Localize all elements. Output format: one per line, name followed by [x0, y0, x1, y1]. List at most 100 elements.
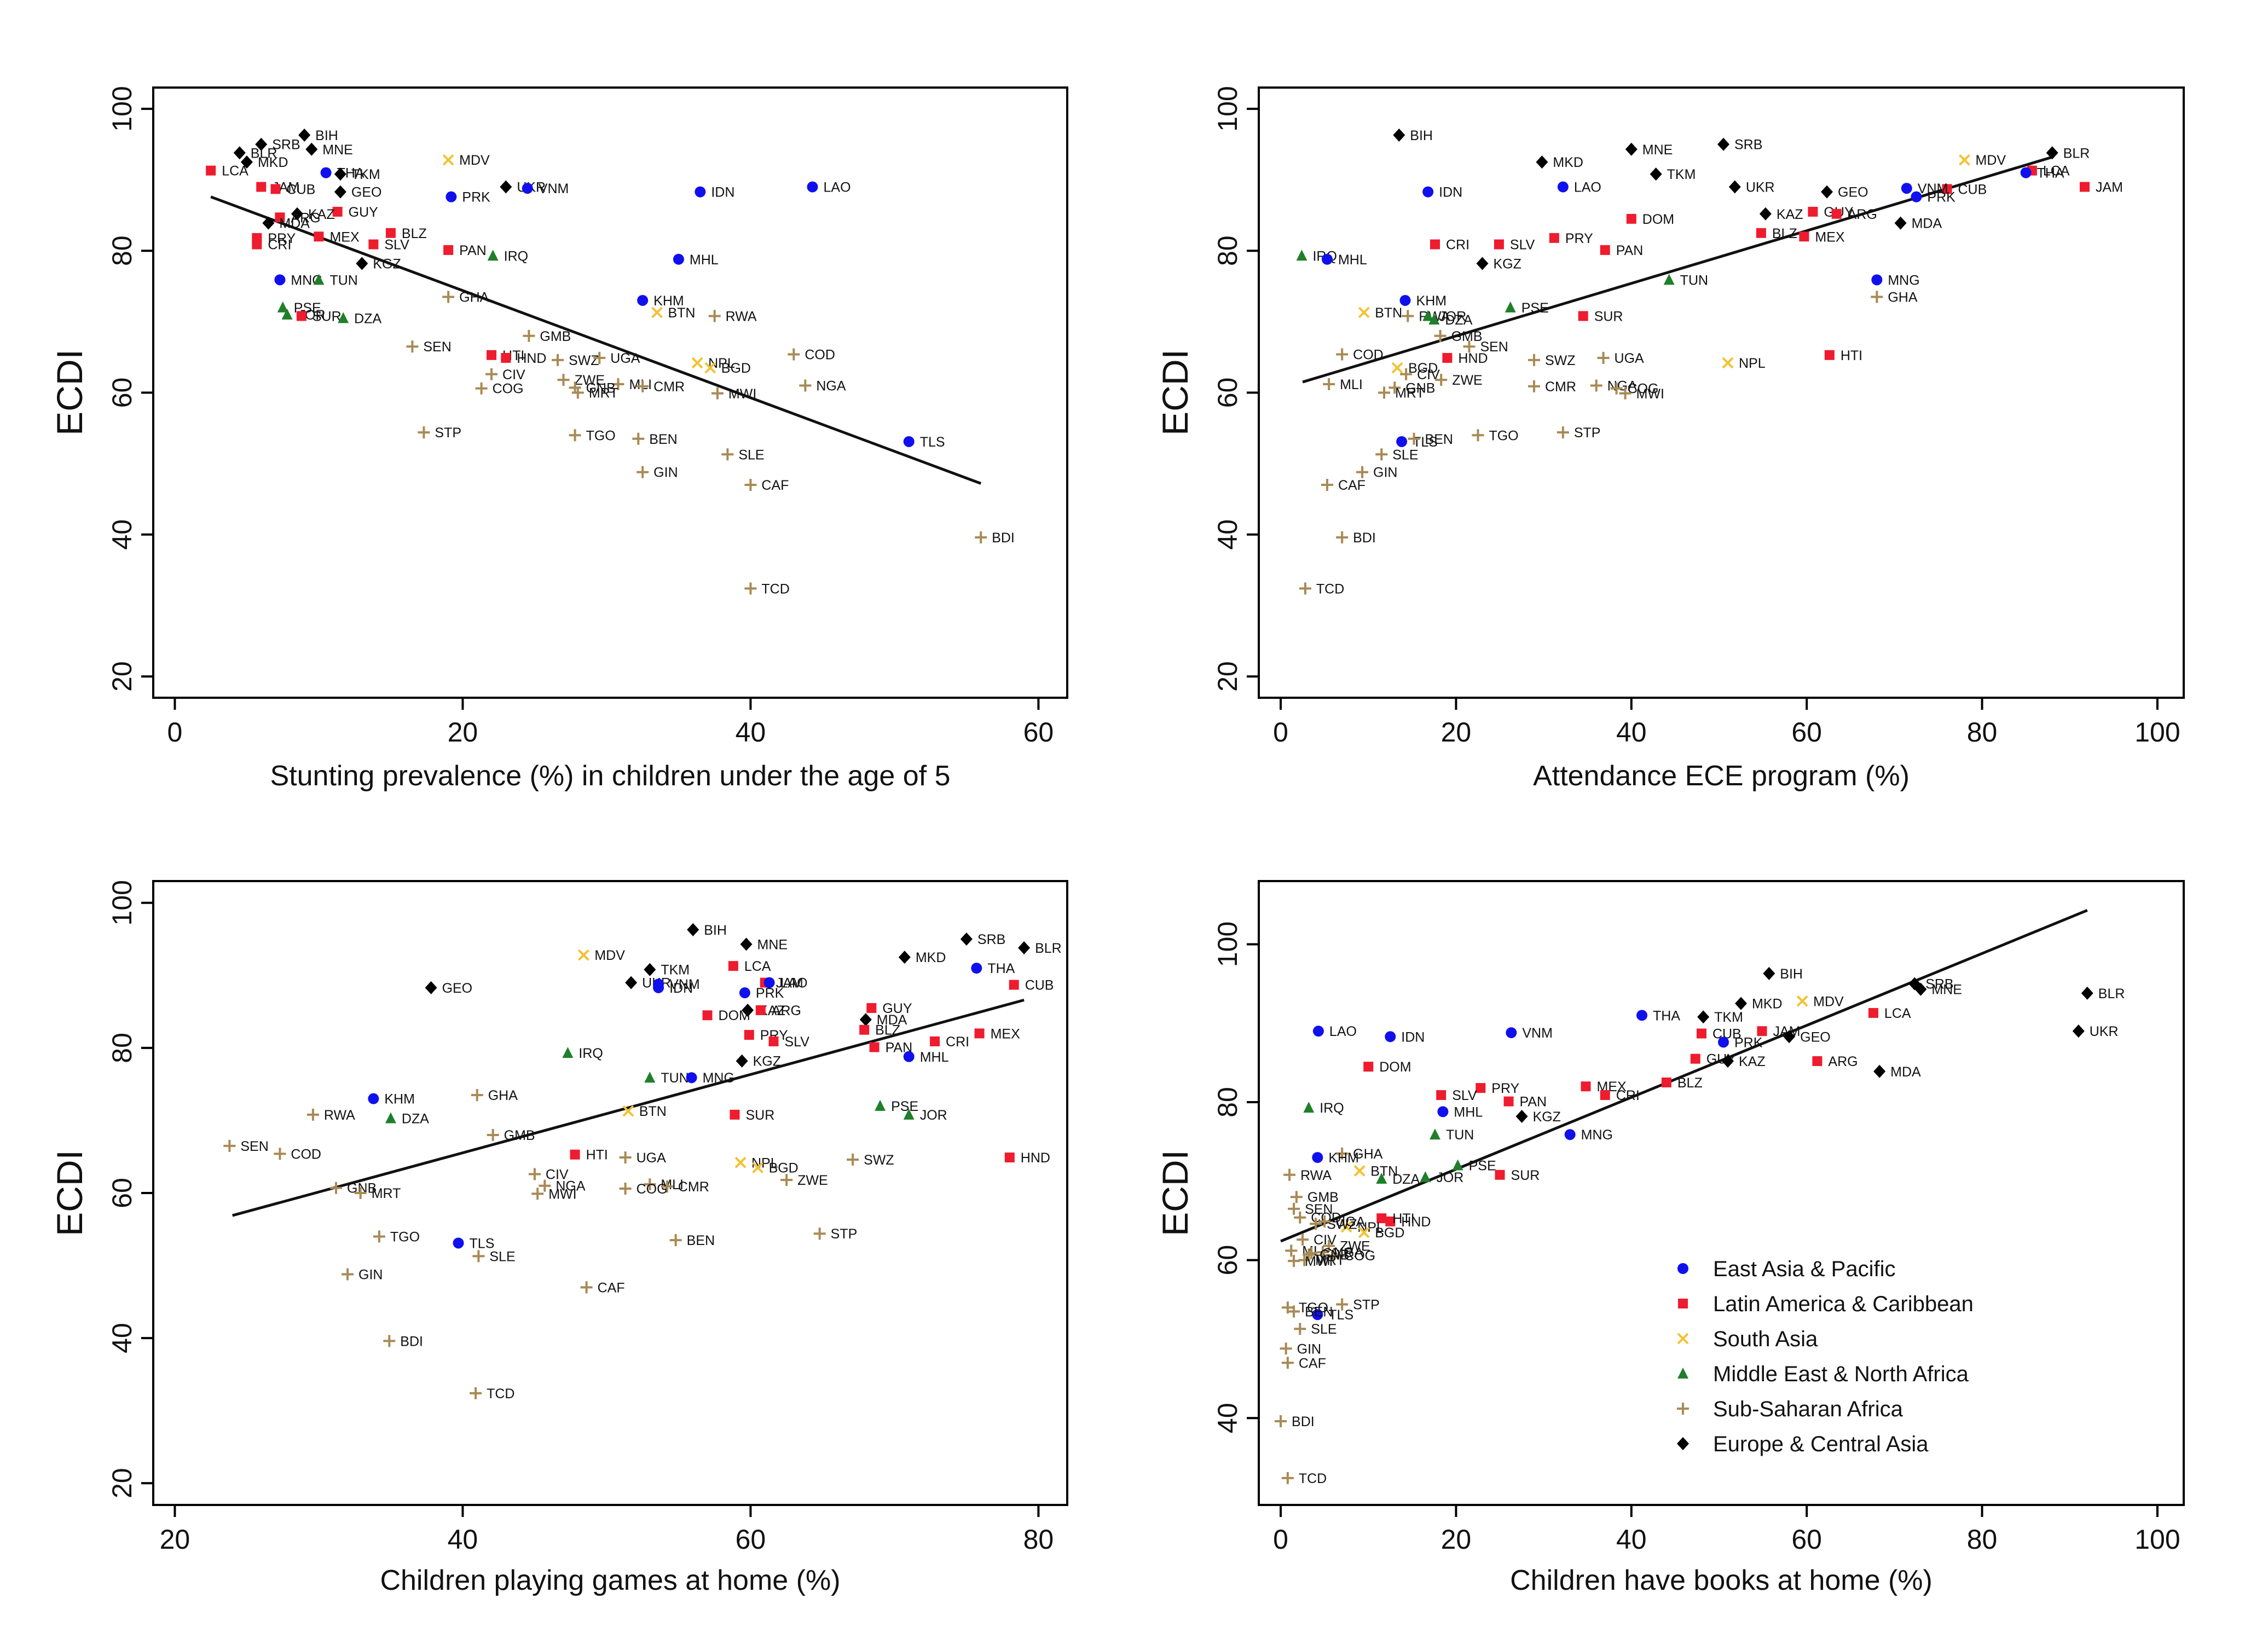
data-point-hnd: HND [1004, 1150, 1050, 1166]
data-point-mwi: MWI [711, 386, 756, 402]
point-label-hti: HTI [586, 1148, 608, 1163]
point-marker-stp [1557, 426, 1569, 439]
data-point-caf: CAF [1321, 478, 1366, 493]
point-label-kgz: KGZ [753, 1054, 781, 1069]
point-label-cub: CUB [1025, 978, 1054, 993]
data-point-sle: SLE [1294, 1322, 1337, 1337]
point-marker-rwa [306, 1108, 319, 1121]
books-x-tick-label: 100 [2134, 1524, 2180, 1555]
point-marker-pan [1600, 245, 1610, 255]
point-marker-uga [619, 1151, 632, 1164]
point-label-jor: JOR [920, 1108, 947, 1123]
data-point-cog: COG [1610, 381, 1659, 397]
data-point-idn: IDN [695, 185, 734, 200]
data-point-irq: IRQ [1303, 1101, 1344, 1116]
point-label-blz: BLZ [875, 1023, 900, 1038]
point-marker-jor [1422, 310, 1434, 321]
point-label-gmb: GMB [540, 329, 571, 344]
data-point-sle: SLE [472, 1249, 516, 1264]
data-point-bih: BIH [298, 128, 338, 143]
point-marker-mhl [903, 1051, 915, 1062]
point-label-tgo: TGO [1489, 428, 1518, 443]
point-marker-kgz [1515, 1110, 1528, 1124]
point-marker-prk [1718, 1036, 1729, 1048]
point-marker-ben [632, 432, 645, 445]
data-point-mhl: MHL [1321, 252, 1367, 268]
point-label-mwi: MWI [1636, 386, 1664, 402]
point-marker-gha [1336, 1147, 1349, 1160]
point-label-tun: TUN [1446, 1127, 1474, 1143]
point-label-pry: PRY [1491, 1081, 1519, 1096]
point-label-tcd: TCD [487, 1386, 514, 1402]
point-label-mrt: MRT [1395, 386, 1425, 401]
data-point-cub: CUB [1696, 1027, 1741, 1042]
point-label-gin: GIN [1373, 465, 1397, 480]
data-point-zwe: ZWE [780, 1173, 828, 1188]
point-marker-cmr [637, 380, 649, 392]
point-marker-geo [1821, 185, 1833, 199]
point-marker-tun [1429, 1128, 1440, 1140]
point-label-sle: SLE [738, 447, 764, 462]
point-marker-uga [1318, 1215, 1331, 1227]
data-point-bgd: BGD [1391, 361, 1438, 376]
point-label-bgd: BGD [769, 1161, 799, 1176]
point-marker-cod [1294, 1211, 1306, 1224]
region-legend: East Asia & Pacific Latin America & Carib… [1677, 1257, 1974, 1456]
point-label-sur: SUR [1511, 1168, 1540, 1183]
data-point-lao: LAO [1312, 1024, 1357, 1039]
point-label-prk: PRK [756, 986, 784, 1001]
point-marker-mli [1285, 1244, 1298, 1257]
point-label-blz: BLZ [1772, 226, 1797, 241]
data-point-sen: SEN [1288, 1202, 1333, 1217]
point-marker-sur [1495, 1169, 1505, 1180]
point-label-tkm: TKM [1667, 167, 1696, 182]
point-label-uga: UGA [637, 1150, 667, 1166]
point-label-sur: SUR [745, 1108, 774, 1123]
data-point-gnb: GNB [569, 380, 616, 396]
data-point-tcd: TCD [744, 581, 790, 597]
legend-marker-sa [1677, 1333, 1689, 1345]
point-label-dza: DZA [1445, 312, 1472, 328]
legend-marker-lac [1678, 1299, 1688, 1308]
data-point-dom: DOM [702, 1008, 750, 1023]
books-fit-line [1280, 909, 2088, 1243]
point-marker-caf [1281, 1357, 1294, 1369]
point-label-tcd: TCD [1316, 581, 1344, 597]
point-label-lao: LAO [824, 180, 851, 195]
point-marker-mdv [577, 949, 589, 961]
point-marker-vnm [522, 183, 533, 194]
point-marker-geo [334, 185, 346, 199]
point-label-mex: MEX [1815, 229, 1845, 245]
data-point-srb: SRB [960, 932, 1005, 947]
point-marker-gha [471, 1089, 483, 1102]
point-marker-lca [1868, 1007, 1878, 1018]
point-label-tha: THA [1653, 1008, 1680, 1023]
stunting-y-tick-label: 20 [107, 661, 137, 692]
books-y-tick-label: 100 [1212, 922, 1243, 967]
point-label-vnm: VNM [1918, 181, 1948, 196]
data-point-lca: LCA [728, 959, 771, 974]
point-marker-bgd [704, 362, 716, 374]
point-marker-bdi [975, 531, 987, 543]
data-point-uga: UGA [619, 1150, 667, 1166]
point-marker-tls [1396, 436, 1408, 447]
data-point-prk: PRK [445, 190, 490, 205]
point-marker-khm [637, 294, 649, 306]
data-point-caf: CAF [744, 478, 789, 493]
point-label-blr: BLR [2098, 986, 2125, 1001]
point-marker-mwi [1288, 1255, 1300, 1267]
books-x-tick-label: 20 [1441, 1524, 1472, 1555]
data-point-pan: PAN [869, 1040, 912, 1056]
point-marker-npl [734, 1156, 747, 1168]
point-marker-cog [475, 382, 488, 395]
data-point-npl: NPL [1340, 1220, 1384, 1235]
data-point-kgz: KGZ [1476, 257, 1521, 272]
point-marker-mwi [531, 1188, 544, 1200]
point-label-tkm: TKM [661, 963, 690, 978]
point-label-mda: MDA [1912, 216, 1942, 231]
point-marker-blr [233, 146, 246, 160]
legend-item-eap: East Asia & Pacific [1677, 1257, 1895, 1281]
point-marker-bdi [1275, 1415, 1287, 1428]
point-label-lca: LCA [744, 959, 771, 974]
point-label-ukr: UKR [2090, 1024, 2119, 1039]
